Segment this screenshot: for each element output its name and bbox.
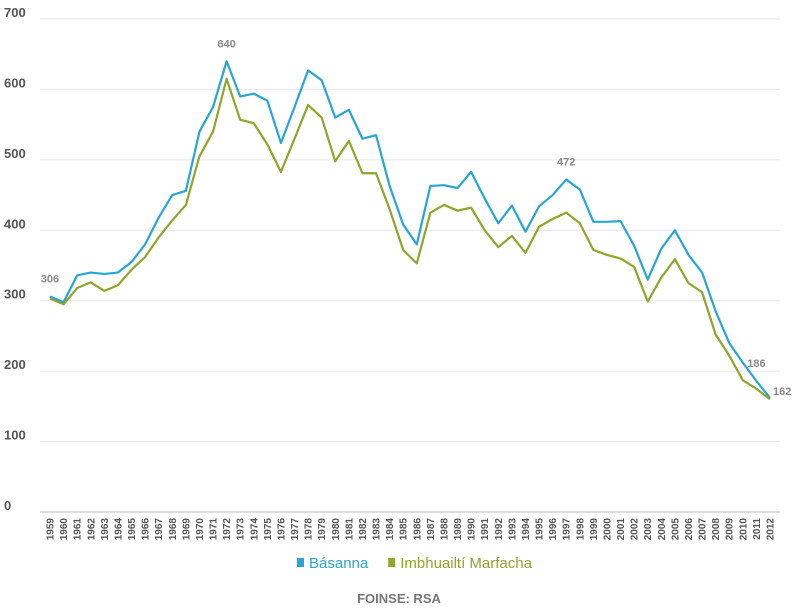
legend-label: Imbhuailtí Marfacha: [400, 555, 532, 572]
series-line: [49, 60, 771, 399]
x-tick-label: 2005: [670, 518, 681, 541]
x-tick-label: 1986: [412, 518, 423, 541]
x-tick-label: 2009: [725, 518, 736, 541]
y-tick-label: 600: [4, 75, 26, 90]
x-tick-label: 1962: [86, 518, 97, 541]
x-tick-label: 1978: [304, 518, 315, 541]
annotation: 640: [217, 38, 235, 50]
x-tick-label: 1974: [249, 518, 260, 541]
x-tick-label: 1967: [154, 518, 165, 541]
x-tick-label: 1996: [548, 518, 559, 541]
x-tick-label: 1999: [589, 518, 600, 541]
annotation: 162: [773, 386, 791, 398]
x-tick-label: 2006: [684, 518, 695, 541]
y-tick-label: 500: [4, 146, 26, 161]
y-tick-label: 100: [4, 428, 26, 443]
x-tick-label: 1992: [494, 518, 505, 541]
x-tick-label: 2000: [602, 518, 613, 541]
x-tick-label: 2003: [643, 518, 654, 541]
x-tick-label: 1961: [73, 518, 84, 541]
y-tick-label: 300: [4, 287, 26, 302]
annotation: 186: [747, 358, 765, 370]
y-tick-label: 700: [4, 5, 26, 20]
x-tick-label: 1990: [467, 518, 478, 541]
series-line: [49, 77, 771, 401]
x-tick-label: 1977: [290, 518, 301, 541]
x-tick-label: 1998: [575, 518, 586, 541]
x-tick-label: 1973: [236, 518, 247, 541]
legend-swatch: [388, 558, 396, 567]
x-tick-label: 1989: [453, 518, 464, 541]
legend-label: Básanna: [309, 555, 369, 572]
x-tick-label: 1968: [168, 518, 179, 541]
x-tick-label: 2010: [738, 518, 749, 541]
x-tick-label: 1971: [209, 518, 220, 541]
x-tick-label: 1966: [141, 518, 152, 541]
x-tick-label: 1975: [263, 518, 274, 541]
x-tick-label: 1985: [399, 518, 410, 541]
x-tick-label: 1988: [439, 518, 450, 541]
y-tick-label: 0: [4, 498, 11, 513]
x-tick-label: 2011: [752, 518, 763, 540]
x-tick-label: 1972: [222, 518, 233, 541]
x-tick-label: 1995: [535, 518, 546, 541]
x-tick-label: 1970: [195, 518, 206, 541]
x-tick-label: 1987: [426, 518, 437, 541]
x-tick-label: 1980: [331, 518, 342, 541]
x-tick-label: 1983: [372, 518, 383, 541]
x-tick-label: 1994: [521, 518, 532, 541]
annotation: 306: [41, 273, 59, 285]
y-tick-label: 200: [4, 357, 26, 372]
x-tick-label: 1993: [507, 518, 518, 541]
x-tick-label: 1965: [127, 518, 138, 541]
x-tick-label: 1979: [317, 518, 328, 541]
x-tick-label: 2012: [766, 518, 777, 541]
x-tick-label: 2001: [616, 518, 627, 541]
x-tick-label: 2002: [630, 518, 641, 541]
x-tick-label: 1984: [385, 518, 396, 541]
x-tick-label: 2008: [711, 518, 722, 541]
annotation: 472: [557, 157, 575, 169]
x-tick-label: 1991: [480, 518, 491, 541]
x-tick-label: 1963: [100, 518, 111, 541]
x-tick-label: 1982: [358, 518, 369, 541]
x-tick-label: 1959: [46, 518, 57, 541]
x-tick-label: 2004: [657, 518, 668, 541]
x-tick-label: 1969: [181, 518, 192, 541]
x-tick-label: 1960: [59, 518, 70, 541]
x-tick-label: 1976: [276, 518, 287, 541]
x-tick-label: 2007: [698, 518, 709, 541]
x-tick-label: 1981: [344, 518, 355, 541]
x-tick-label: 1997: [562, 518, 573, 541]
x-tick-label: 1964: [113, 518, 124, 541]
y-tick-label: 400: [4, 216, 26, 231]
legend-swatch: [297, 558, 304, 567]
source: FOINSE: RSA: [357, 591, 441, 606]
